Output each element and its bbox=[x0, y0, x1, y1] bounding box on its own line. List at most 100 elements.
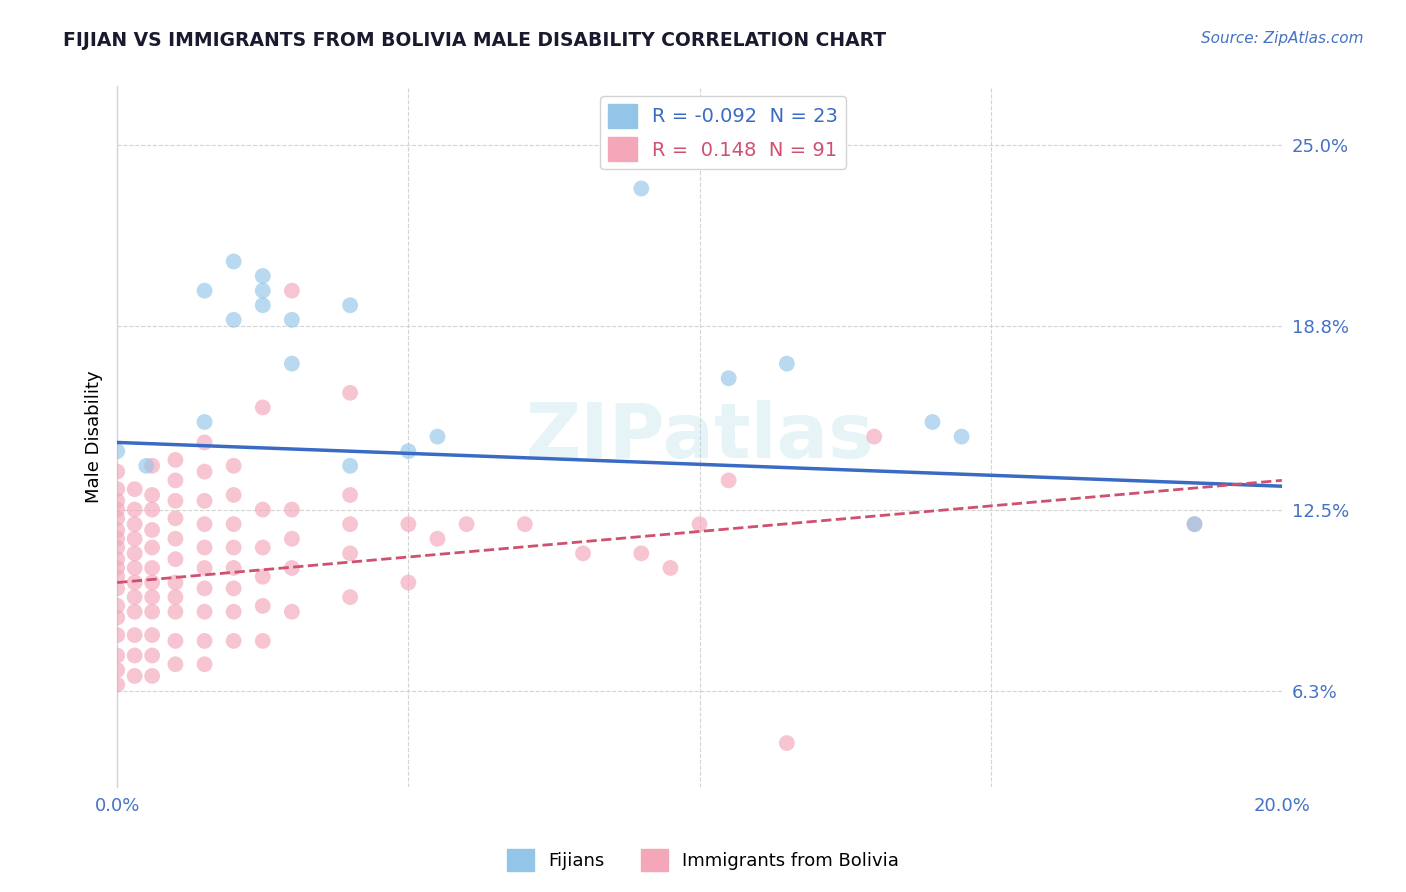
Point bbox=[141, 488, 163, 502]
Point bbox=[281, 605, 304, 619]
Point bbox=[252, 284, 274, 298]
Point bbox=[193, 517, 215, 532]
Point bbox=[659, 561, 682, 575]
Point bbox=[105, 444, 128, 458]
Point bbox=[281, 284, 304, 298]
Point bbox=[222, 458, 245, 473]
Point bbox=[105, 482, 128, 496]
Point bbox=[141, 458, 163, 473]
Point bbox=[105, 570, 128, 584]
Point bbox=[165, 453, 187, 467]
Point bbox=[281, 357, 304, 371]
Point bbox=[339, 590, 361, 604]
Point bbox=[105, 628, 128, 642]
Point bbox=[717, 474, 740, 488]
Point bbox=[124, 532, 146, 546]
Point bbox=[252, 570, 274, 584]
Point bbox=[252, 634, 274, 648]
Point bbox=[165, 575, 187, 590]
Point bbox=[252, 599, 274, 613]
Point bbox=[141, 605, 163, 619]
Point bbox=[124, 605, 146, 619]
Point bbox=[281, 532, 304, 546]
Point bbox=[135, 458, 157, 473]
Point bbox=[776, 736, 799, 750]
Legend: R = -0.092  N = 23, R =  0.148  N = 91: R = -0.092 N = 23, R = 0.148 N = 91 bbox=[600, 96, 846, 169]
Point bbox=[281, 313, 304, 327]
Point bbox=[193, 465, 215, 479]
Point bbox=[339, 298, 361, 312]
Point bbox=[630, 181, 652, 195]
Point bbox=[105, 511, 128, 525]
Point bbox=[689, 153, 711, 167]
Point bbox=[165, 493, 187, 508]
Point bbox=[141, 561, 163, 575]
Point bbox=[193, 657, 215, 672]
Point bbox=[222, 517, 245, 532]
Point bbox=[124, 628, 146, 642]
Point bbox=[193, 284, 215, 298]
Point bbox=[281, 561, 304, 575]
Point bbox=[339, 385, 361, 400]
Point bbox=[193, 415, 215, 429]
Point bbox=[252, 268, 274, 283]
Point bbox=[776, 357, 799, 371]
Point bbox=[513, 517, 536, 532]
Point bbox=[426, 429, 449, 443]
Point bbox=[141, 523, 163, 537]
Point bbox=[165, 634, 187, 648]
Point bbox=[1184, 517, 1206, 532]
Point bbox=[281, 502, 304, 516]
Point bbox=[426, 532, 449, 546]
Point bbox=[105, 493, 128, 508]
Point bbox=[124, 575, 146, 590]
Point bbox=[124, 517, 146, 532]
Point bbox=[339, 488, 361, 502]
Point bbox=[689, 517, 711, 532]
Point bbox=[396, 575, 419, 590]
Point bbox=[141, 502, 163, 516]
Point bbox=[396, 517, 419, 532]
Point bbox=[193, 634, 215, 648]
Point bbox=[124, 561, 146, 575]
Point bbox=[252, 401, 274, 415]
Point bbox=[165, 474, 187, 488]
Point bbox=[222, 582, 245, 596]
Point bbox=[572, 546, 595, 560]
Point bbox=[717, 371, 740, 385]
Point bbox=[339, 517, 361, 532]
Point bbox=[193, 541, 215, 555]
Point bbox=[339, 458, 361, 473]
Point bbox=[222, 541, 245, 555]
Point bbox=[222, 561, 245, 575]
Point bbox=[600, 153, 623, 167]
Point bbox=[193, 561, 215, 575]
Point bbox=[105, 532, 128, 546]
Point bbox=[105, 663, 128, 677]
Point bbox=[630, 546, 652, 560]
Point bbox=[252, 502, 274, 516]
Point bbox=[105, 610, 128, 624]
Point bbox=[222, 634, 245, 648]
Point bbox=[863, 429, 886, 443]
Point bbox=[105, 561, 128, 575]
Point bbox=[921, 415, 943, 429]
Point bbox=[165, 552, 187, 566]
Point bbox=[105, 523, 128, 537]
Point bbox=[105, 502, 128, 516]
Point bbox=[105, 541, 128, 555]
Point bbox=[105, 648, 128, 663]
Point bbox=[105, 678, 128, 692]
Point bbox=[193, 605, 215, 619]
Point bbox=[396, 444, 419, 458]
Point bbox=[105, 582, 128, 596]
Point bbox=[222, 605, 245, 619]
Text: ZIPatlas: ZIPatlas bbox=[526, 400, 875, 474]
Point bbox=[141, 669, 163, 683]
Text: FIJIAN VS IMMIGRANTS FROM BOLIVIA MALE DISABILITY CORRELATION CHART: FIJIAN VS IMMIGRANTS FROM BOLIVIA MALE D… bbox=[63, 31, 886, 50]
Point bbox=[124, 648, 146, 663]
Point bbox=[950, 429, 973, 443]
Point bbox=[141, 575, 163, 590]
Point bbox=[141, 590, 163, 604]
Point bbox=[165, 605, 187, 619]
